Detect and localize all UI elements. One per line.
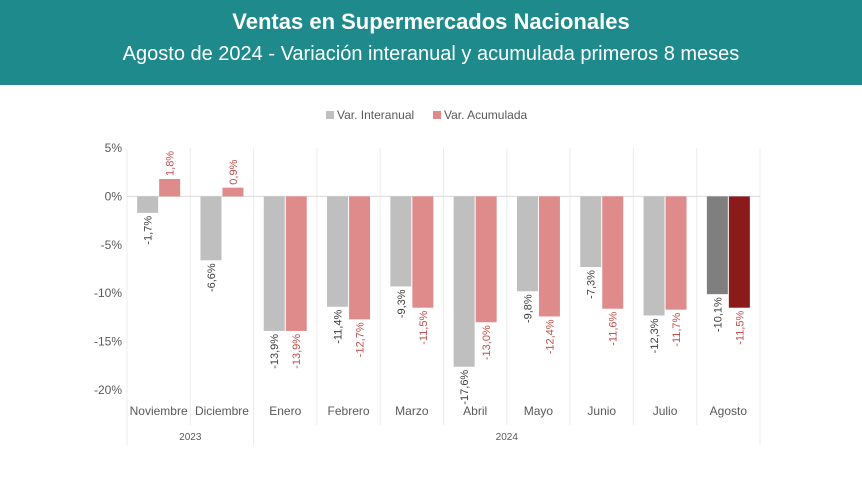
- data-label-interanual: -17,6%: [459, 370, 471, 405]
- data-label-acumulada: 1,8%: [165, 151, 177, 176]
- bar-interanual: [706, 196, 728, 295]
- data-label-acumulada: -13,9%: [291, 334, 303, 369]
- data-label-interanual: -9,8%: [522, 294, 534, 323]
- data-label-acumulada: -11,5%: [734, 311, 746, 345]
- bar-interanual: [643, 196, 665, 316]
- chart-subtitle: Agosto de 2024 - Variación interanual y …: [122, 43, 740, 65]
- year-group-label: 2024: [496, 432, 519, 443]
- bar-acumulada: [665, 196, 687, 310]
- data-label-acumulada: -12,4%: [544, 319, 556, 354]
- bar-interanual: [516, 196, 538, 292]
- x-category-label: Noviembre: [130, 404, 188, 418]
- x-category-label: Abril: [463, 404, 487, 418]
- bar-acumulada: [285, 196, 307, 331]
- bar-acumulada: [728, 196, 750, 308]
- bar-interanual: [580, 196, 602, 268]
- y-tick-label: -20%: [94, 383, 122, 397]
- x-category-label: Febrero: [328, 404, 370, 418]
- bar-interanual: [390, 196, 412, 287]
- y-tick-label: 0%: [105, 189, 123, 203]
- y-tick-label: -5%: [101, 238, 123, 252]
- x-category-label: Julio: [653, 404, 678, 418]
- data-label-acumulada: -11,5%: [418, 311, 430, 345]
- data-label-interanual: -9,3%: [396, 289, 408, 318]
- bar-interanual: [327, 196, 349, 307]
- data-label-interanual: -7,3%: [586, 270, 598, 299]
- data-label-interanual: -13,9%: [269, 334, 281, 369]
- data-label-acumulada: -11,7%: [671, 312, 683, 346]
- data-label-interanual: -12,3%: [649, 318, 661, 353]
- bar-acumulada: [349, 196, 371, 320]
- chart-header: Ventas en Supermercados Nacionales Agost…: [0, 0, 862, 85]
- bar-acumulada: [222, 187, 244, 197]
- x-category-label: Diciembre: [195, 404, 249, 418]
- bar-interanual: [200, 196, 222, 261]
- bar-interanual: [137, 196, 159, 213]
- data-label-interanual: -10,1%: [712, 297, 724, 332]
- x-category-label: Marzo: [395, 404, 429, 418]
- x-category-label: Enero: [269, 404, 301, 418]
- bar-interanual: [453, 196, 475, 367]
- y-tick-label: 5%: [105, 141, 123, 155]
- bar-acumulada: [412, 196, 434, 308]
- data-label-interanual: -1,7%: [143, 216, 155, 245]
- data-label-acumulada: 0,9%: [228, 159, 240, 184]
- bar-acumulada: [159, 178, 181, 197]
- bar-acumulada: [475, 196, 497, 323]
- data-label-acumulada: -12,7%: [355, 322, 367, 357]
- chart-title: Ventas en Supermercados Nacionales: [232, 9, 630, 34]
- y-tick-label: -15%: [94, 335, 122, 349]
- x-category-label: Junio: [587, 404, 616, 418]
- legend-label-interanual: Var. Interanual: [337, 108, 414, 122]
- bar-chart: Var. Interanual Var. Acumulada 5% 0% -5% -10%…: [94, 108, 761, 445]
- data-label-interanual: -11,4%: [333, 310, 345, 344]
- y-tick-label: -10%: [94, 286, 122, 300]
- bar-acumulada: [602, 196, 624, 309]
- legend-label-acumulada: Var. Acumulada: [444, 108, 527, 122]
- x-category-label: Mayo: [524, 404, 554, 418]
- data-label-acumulada: -11,6%: [608, 311, 620, 345]
- legend-swatch-interanual: [326, 111, 334, 119]
- year-group-label: 2023: [179, 432, 202, 443]
- data-label-interanual: -6,6%: [206, 263, 218, 292]
- legend-swatch-acumulada: [433, 111, 441, 119]
- data-label-acumulada: -13,0%: [481, 325, 493, 360]
- bar-acumulada: [538, 196, 560, 317]
- x-category-label: Agosto: [710, 404, 748, 418]
- bar-interanual: [263, 196, 285, 331]
